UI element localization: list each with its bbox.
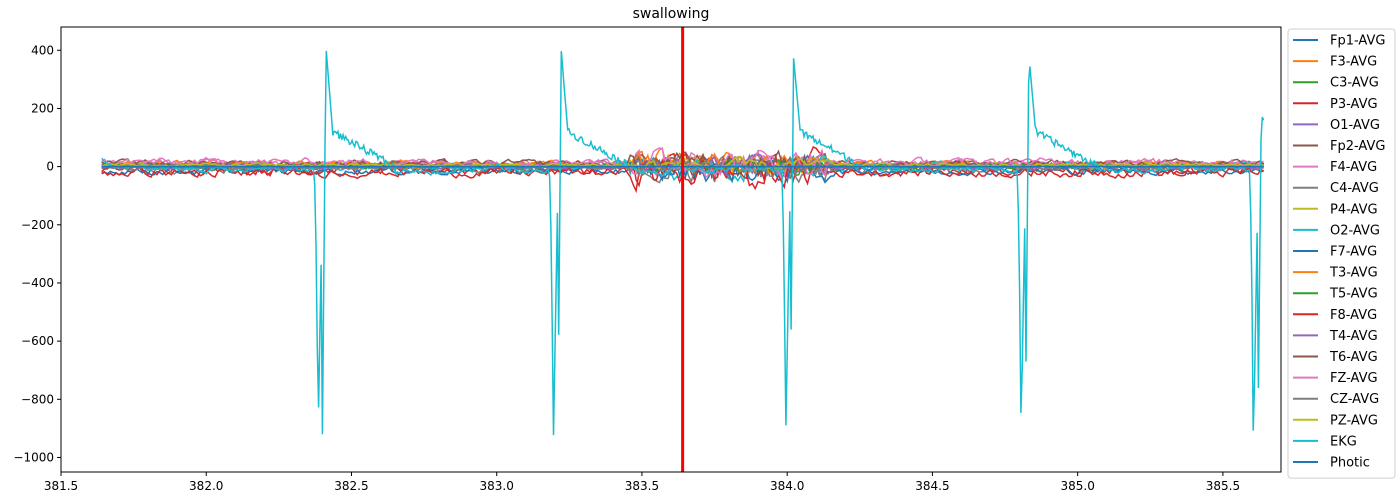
legend-label: P4-AVG	[1330, 202, 1378, 217]
legend-label: Fp2-AVG	[1330, 139, 1385, 154]
legend-label: T5-AVG	[1329, 287, 1378, 302]
legend-box	[1287, 28, 1396, 479]
x-tick-label: 381.5	[44, 479, 78, 493]
x-axis-ticks: 381.5 382.0 382.5 383.0 383.5 384.0 384.5 385.0…	[44, 472, 1240, 493]
legend-label: PZ-AVG	[1330, 413, 1378, 428]
legend-label: O2-AVG	[1330, 223, 1380, 238]
legend: Fp1-AVG F3-AVG C3-AVG P3-AVG O1-AVG Fp2-AVG F4…	[1287, 28, 1396, 479]
x-tick-label: 384.5	[915, 479, 949, 493]
x-tick-label: 383.0	[480, 479, 514, 493]
y-tick-label: −800	[21, 392, 54, 406]
y-tick-label: 0	[46, 160, 54, 174]
x-tick-label: 382.0	[189, 479, 223, 493]
axes-frame	[60, 26, 1282, 473]
x-tick-label: 385.5	[1206, 479, 1240, 493]
y-axis-ticks: 400 200 0 −200 −400 −600 −800 −1000	[13, 43, 61, 464]
x-tick-label: 382.5	[334, 479, 368, 493]
x-tick-label: 383.5	[625, 479, 659, 493]
legend-label: T4-AVG	[1329, 329, 1378, 344]
x-tick-label: 385.0	[1060, 479, 1094, 493]
legend-label: C3-AVG	[1330, 76, 1379, 91]
legend-label: F8-AVG	[1330, 308, 1377, 323]
legend-label: CZ-AVG	[1330, 392, 1379, 407]
y-tick-label: −200	[21, 218, 54, 232]
legend-label: O1-AVG	[1330, 118, 1380, 133]
legend-label: T3-AVG	[1329, 266, 1378, 281]
legend-label: F3-AVG	[1330, 55, 1377, 70]
legend-label: Photic	[1330, 456, 1370, 471]
y-tick-label: 200	[31, 101, 54, 115]
x-tick-label: 384.0	[770, 479, 804, 493]
chart-title: swallowing	[633, 6, 710, 22]
y-tick-label: −400	[21, 276, 54, 290]
legend-label: C4-AVG	[1330, 181, 1379, 196]
legend-label: Fp1-AVG	[1330, 34, 1385, 49]
y-tick-label: −1000	[13, 450, 54, 464]
legend-label: T6-AVG	[1329, 350, 1378, 365]
legend-label: F7-AVG	[1330, 245, 1377, 260]
legend-label: EKG	[1330, 434, 1357, 449]
legend-label: FZ-AVG	[1330, 371, 1378, 386]
y-tick-label: −600	[21, 334, 54, 348]
legend-label: F4-AVG	[1330, 160, 1377, 175]
y-tick-label: 400	[31, 43, 54, 57]
legend-label: P3-AVG	[1330, 97, 1378, 112]
